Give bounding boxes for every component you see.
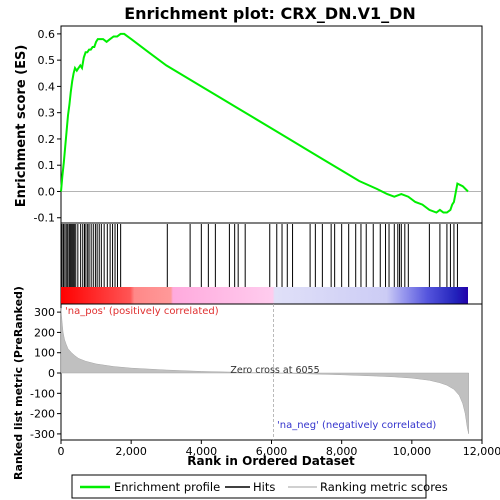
es-y-tick-label: -0.1 (34, 212, 55, 225)
es-y-axis-label: Enrichment score (ES) (14, 45, 29, 208)
ranked-y-tick-label: 300 (34, 306, 55, 319)
zero-cross-label: Zero cross at 6055 (230, 365, 319, 376)
legend: Enrichment profile Hits Ranking metric s… (71, 474, 448, 499)
enrichment-profile-line (60, 32, 469, 214)
es-y-ticks: 0.6 0.5 0.4 0.3 0.2 0.1 0.0 -0.1 (34, 28, 61, 225)
x-tick-label: 0 (58, 445, 65, 458)
es-panel-frame (60, 25, 483, 224)
negative-correlation-label: 'na_neg' (negatively correlated) (277, 420, 436, 431)
ranked-y-ticks: 300 200 100 0 -100 -200 -300 (30, 306, 61, 441)
es-y-tick-label: 0.6 (38, 28, 56, 41)
ranking-metric-area (60, 308, 469, 434)
positive-correlation-label: 'na_pos' (positively correlated) (65, 306, 219, 317)
x-tick-label: 10,000 (393, 445, 432, 458)
ranked-y-axis-label: Ranked list metric (PreRanked) (12, 286, 25, 480)
es-y-tick-label: 0.4 (38, 80, 56, 93)
x-axis-label: Rank in Ordered Dataset (187, 454, 355, 468)
ranked-y-tick-label: 0 (48, 367, 55, 380)
hit-lines (61, 224, 458, 287)
x-tick-label: 12,000 (463, 445, 500, 458)
ranked-y-tick-label: -200 (30, 408, 55, 421)
es-y-tick-label: 0.2 (38, 133, 56, 146)
x-tick-label: 2,000 (115, 445, 147, 458)
ranked-y-tick-label: -100 (30, 387, 55, 400)
es-y-tick-label: 0.0 (38, 185, 56, 198)
ranked-y-tick-label: 200 (34, 326, 55, 339)
es-y-tick-label: 0.1 (38, 159, 56, 172)
ranked-y-tick-label: 100 (34, 347, 55, 360)
x-tick-label: 6,000 (256, 445, 288, 458)
es-y-tick-label: 0.3 (38, 107, 56, 120)
es-y-tick-label: 0.5 (38, 54, 56, 67)
ranked-y-tick-label: -300 (30, 428, 55, 441)
legend-label-enrichment-profile: Enrichment profile (114, 480, 220, 494)
ranked-list-color-bar (61, 287, 468, 304)
legend-label-hits: Hits (253, 480, 275, 494)
legend-label-ranking-metric: Ranking metric scores (320, 480, 448, 494)
chart-title: Enrichment plot: CRX_DN.V1_DN (124, 4, 416, 23)
x-axis-ticks: 0 2,000 4,000 6,000 8,000 10,000 12,000 (58, 440, 500, 458)
x-tick-label: 8,000 (326, 445, 358, 458)
x-tick-label: 4,000 (186, 445, 218, 458)
